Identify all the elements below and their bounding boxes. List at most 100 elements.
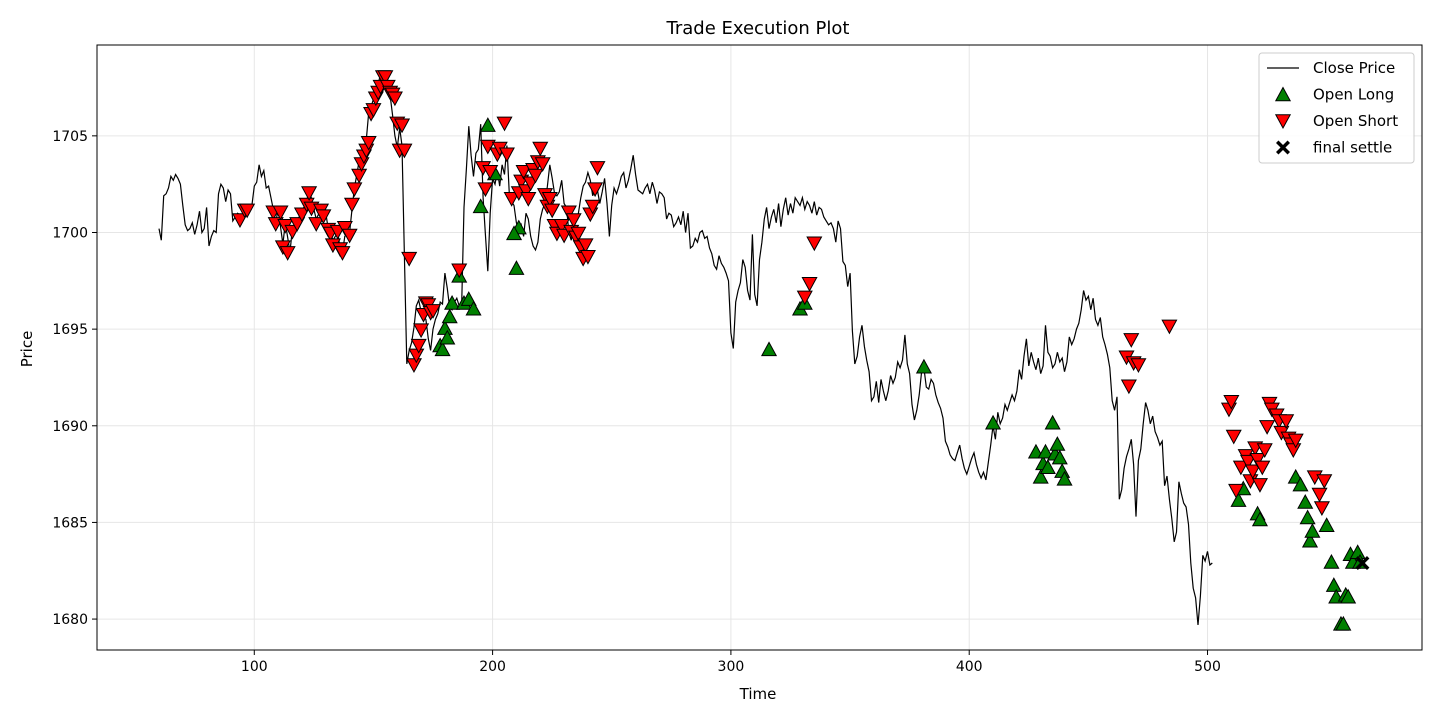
open-short-marker	[1239, 454, 1257, 470]
open-short-marker	[346, 182, 363, 198]
open-long-marker	[1323, 553, 1340, 569]
open-short-marker	[541, 191, 558, 207]
open-long-marker	[1032, 468, 1049, 484]
legend-label: Open Short	[1313, 112, 1398, 130]
open-short-marker	[527, 168, 544, 184]
open-short-marker	[482, 164, 499, 180]
open-short-marker	[308, 217, 325, 232]
open-short-marker	[293, 207, 310, 223]
open-short-marker	[560, 205, 577, 221]
y-tick-label: 1700	[52, 225, 88, 241]
open-short-marker	[1130, 358, 1147, 373]
open-short-marker	[479, 139, 496, 155]
open-short-marker	[393, 118, 411, 134]
open-short-marker	[477, 182, 494, 198]
open-short-marker	[532, 141, 549, 157]
open-short-marker	[301, 186, 318, 201]
open-long-marker	[1037, 443, 1054, 459]
open-short-marker	[496, 116, 513, 132]
open-short-marker	[1223, 394, 1240, 410]
open-long-marker	[479, 117, 496, 132]
open-short-marker	[451, 263, 468, 279]
legend-label: final settle	[1313, 139, 1392, 157]
grid-lines	[97, 45, 1422, 650]
open-short-marker	[1225, 429, 1242, 445]
x-tick-label: 300	[718, 659, 745, 675]
open-short-marker	[544, 203, 561, 219]
legend: Close Price Open Long Open Short final sett…	[1258, 52, 1415, 164]
x-tick-label: 100	[241, 659, 268, 675]
open-short-marker	[796, 290, 813, 306]
open-short-marker	[801, 277, 818, 292]
legend-swatch-open-long	[1274, 86, 1292, 102]
y-tick-label: 1690	[52, 419, 88, 435]
open-long-marker	[434, 341, 451, 357]
open-long-marker	[1051, 449, 1068, 465]
open-short-marker	[410, 338, 427, 354]
open-short-marker	[334, 246, 351, 261]
legend-label: Close Price	[1313, 59, 1395, 77]
open-short-marker	[1256, 443, 1273, 459]
open-long-marker	[985, 414, 1002, 430]
open-short-marker	[1251, 478, 1268, 493]
x-tick-label: 500	[1194, 659, 1221, 675]
open-long-marker	[1325, 577, 1342, 592]
plot-frame	[96, 44, 1423, 651]
legend-swatch-open-short	[1274, 114, 1292, 130]
open-short-marker	[579, 249, 596, 265]
open-short-marker	[1287, 433, 1304, 449]
open-long-marker	[465, 300, 482, 316]
open-short-marker	[1228, 483, 1245, 499]
open-long-marker	[1304, 523, 1321, 538]
open-long-marker	[1044, 414, 1061, 430]
open-short-marker	[1278, 414, 1295, 430]
final-settle-marker	[1355, 556, 1370, 571]
open-short-marker	[498, 147, 515, 163]
open-long-marker	[760, 341, 778, 357]
open-short-marker	[377, 70, 394, 85]
open-short-marker	[1316, 474, 1333, 489]
open-short-marker	[503, 191, 520, 207]
open-long-marker	[1335, 615, 1352, 631]
axis-ticks: 100 200 300 400 500 1680 1685 1690 1695 1700 1705	[52, 129, 1221, 675]
open-long-marker	[460, 291, 477, 306]
open-short-marker	[1120, 379, 1137, 395]
open-short-marker	[1232, 460, 1249, 476]
legend-swatch-final-settle	[1276, 140, 1290, 155]
open-long-marker	[1049, 436, 1066, 451]
open-short-marker	[239, 203, 256, 219]
open-short-marker	[396, 143, 413, 159]
open-long-marker	[472, 198, 489, 214]
open-short-marker	[413, 323, 430, 339]
x-axis-title: Time	[739, 685, 777, 703]
open-long-marker	[1230, 492, 1247, 507]
open-long-marker	[1039, 459, 1056, 475]
open-short-marker	[351, 168, 368, 184]
open-short-marker	[360, 135, 377, 151]
open-short-marker	[289, 217, 306, 232]
chart-title: Trade Execution Plot	[666, 18, 850, 39]
open-short-marker	[1313, 501, 1330, 517]
open-long-marker	[1056, 470, 1073, 486]
open-short-marker	[1244, 464, 1261, 480]
open-long-marker	[1318, 517, 1335, 532]
legend-label: Open Long	[1313, 86, 1394, 104]
y-axis-title: Price	[18, 331, 36, 368]
legend-box	[1258, 52, 1415, 164]
open-short-marker	[386, 91, 403, 107]
open-long-marker	[1292, 476, 1309, 492]
y-tick-label: 1705	[52, 129, 88, 145]
open-short-marker	[587, 182, 604, 198]
open-short-marker	[565, 213, 582, 229]
open-long-marker	[441, 308, 458, 324]
open-long-marker	[1301, 532, 1319, 548]
open-long-marker	[444, 294, 461, 310]
open-short-marker	[343, 197, 361, 213]
open-short-marker	[520, 191, 537, 207]
open-long-marker	[508, 260, 525, 275]
open-short-marker	[584, 199, 601, 215]
open-short-marker	[315, 209, 332, 225]
open-long-marker	[1297, 494, 1314, 509]
open-short-marker	[336, 220, 353, 236]
